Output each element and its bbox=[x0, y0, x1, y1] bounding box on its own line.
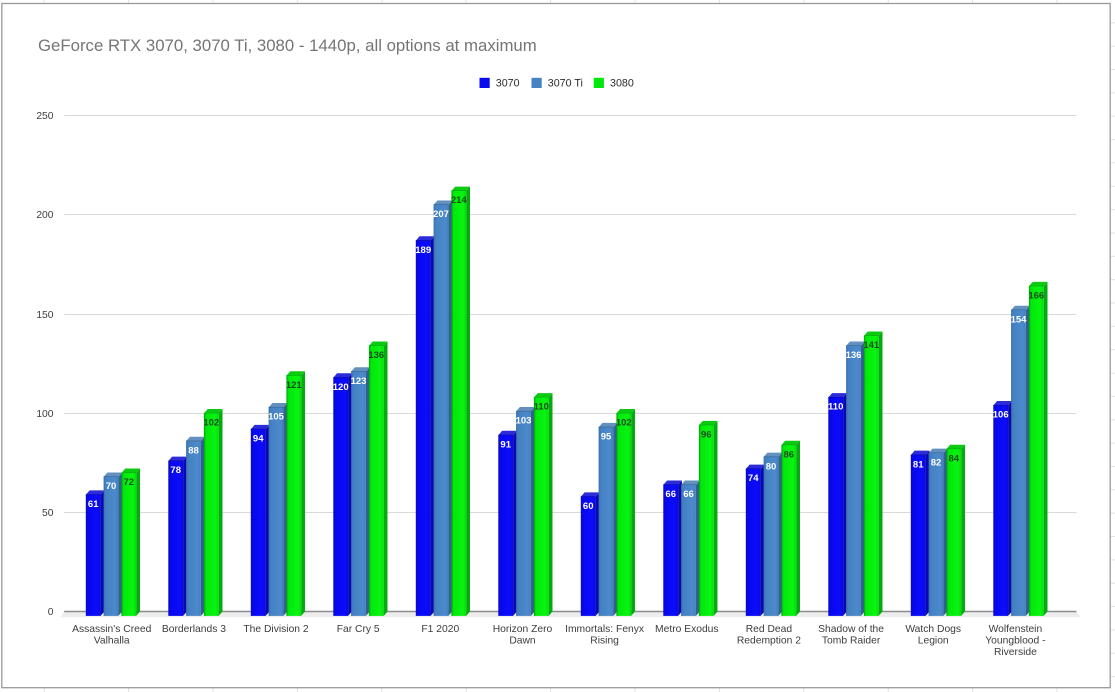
svg-text:Red Dead: Red Dead bbox=[746, 624, 793, 635]
svg-text:250: 250 bbox=[36, 111, 53, 122]
svg-text:Rising: Rising bbox=[590, 636, 619, 647]
svg-text:88: 88 bbox=[188, 445, 199, 456]
svg-text:154: 154 bbox=[1011, 314, 1028, 325]
svg-text:84: 84 bbox=[949, 453, 960, 464]
svg-text:Dawn: Dawn bbox=[509, 636, 536, 647]
svg-text:141: 141 bbox=[863, 340, 880, 351]
svg-text:96: 96 bbox=[701, 429, 712, 440]
svg-text:106: 106 bbox=[993, 410, 1009, 421]
svg-text:70: 70 bbox=[106, 481, 117, 492]
svg-text:Tomb Raider: Tomb Raider bbox=[822, 636, 881, 647]
svg-text:F1 2020: F1 2020 bbox=[421, 624, 459, 635]
svg-text:120: 120 bbox=[333, 382, 349, 393]
svg-text:3070: 3070 bbox=[496, 78, 520, 90]
svg-text:80: 80 bbox=[766, 461, 777, 472]
svg-text:The Division 2: The Division 2 bbox=[243, 624, 309, 635]
svg-text:61: 61 bbox=[88, 499, 99, 510]
svg-text:100: 100 bbox=[36, 409, 53, 420]
svg-text:110: 110 bbox=[534, 402, 549, 413]
svg-text:214: 214 bbox=[451, 195, 468, 206]
svg-text:121: 121 bbox=[286, 380, 303, 391]
svg-text:66: 66 bbox=[683, 489, 694, 500]
svg-text:Shadow of the: Shadow of the bbox=[818, 624, 884, 635]
svg-text:86: 86 bbox=[784, 449, 795, 460]
svg-text:72: 72 bbox=[124, 477, 135, 488]
svg-text:66: 66 bbox=[665, 489, 676, 500]
svg-text:Legion: Legion bbox=[918, 636, 949, 647]
svg-text:166: 166 bbox=[1028, 290, 1044, 301]
svg-text:103: 103 bbox=[516, 416, 532, 427]
svg-text:150: 150 bbox=[36, 310, 53, 321]
svg-text:Far Cry 5: Far Cry 5 bbox=[337, 624, 380, 635]
svg-text:3080: 3080 bbox=[610, 78, 634, 90]
svg-text:102: 102 bbox=[203, 418, 219, 429]
svg-text:123: 123 bbox=[351, 376, 367, 387]
svg-text:82: 82 bbox=[931, 457, 942, 468]
svg-text:Redemption 2: Redemption 2 bbox=[737, 636, 801, 647]
svg-text:105: 105 bbox=[268, 412, 285, 423]
svg-text:102: 102 bbox=[616, 418, 632, 429]
svg-text:Youngblood -: Youngblood - bbox=[985, 636, 1045, 647]
svg-text:110: 110 bbox=[828, 402, 843, 413]
svg-text:94: 94 bbox=[253, 433, 264, 444]
svg-text:136: 136 bbox=[368, 350, 384, 361]
svg-text:95: 95 bbox=[601, 431, 612, 442]
svg-text:50: 50 bbox=[42, 508, 54, 519]
svg-text:Immortals: Fenyx: Immortals: Fenyx bbox=[565, 624, 645, 635]
svg-text:Metro Exodus: Metro Exodus bbox=[655, 624, 719, 635]
svg-text:136: 136 bbox=[846, 350, 862, 361]
svg-text:Wolfenstein: Wolfenstein bbox=[989, 624, 1043, 635]
svg-text:91: 91 bbox=[500, 439, 511, 450]
svg-text:Riverside: Riverside bbox=[994, 647, 1037, 658]
svg-text:189: 189 bbox=[415, 245, 431, 256]
svg-text:Horizon Zero: Horizon Zero bbox=[493, 624, 553, 635]
svg-text:81: 81 bbox=[913, 459, 924, 470]
svg-text:60: 60 bbox=[583, 501, 594, 512]
svg-text:0: 0 bbox=[48, 607, 54, 618]
svg-text:3070 Ti: 3070 Ti bbox=[548, 78, 583, 90]
svg-text:Watch Dogs: Watch Dogs bbox=[905, 624, 961, 635]
svg-text:Borderlands 3: Borderlands 3 bbox=[162, 624, 226, 635]
svg-text:207: 207 bbox=[433, 209, 449, 220]
svg-text:74: 74 bbox=[748, 473, 759, 484]
svg-text:200: 200 bbox=[36, 210, 53, 221]
svg-text:GeForce RTX 3070, 3070 Ti, 308: GeForce RTX 3070, 3070 Ti, 3080 - 1440p,… bbox=[38, 36, 537, 55]
svg-text:Valhalla: Valhalla bbox=[94, 636, 130, 647]
svg-text:78: 78 bbox=[170, 465, 181, 476]
svg-text:Assassin's Creed: Assassin's Creed bbox=[72, 624, 151, 635]
